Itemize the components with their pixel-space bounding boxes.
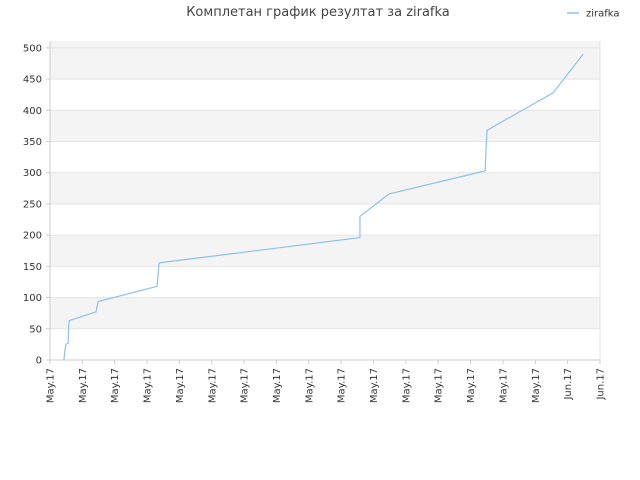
y-tick-label: 150 (23, 262, 42, 273)
x-tick-label: May.17 (337, 368, 348, 403)
x-tick-label: May.17 (143, 368, 154, 403)
x-tick-label: May.17 (304, 368, 315, 403)
legend-label: zirafka (586, 9, 620, 20)
x-tick-label: May.17 (401, 368, 412, 403)
y-tick-label: 500 (23, 43, 42, 54)
grid-band (50, 266, 600, 298)
x-tick-label: Jun.17 (563, 368, 574, 401)
x-tick-label: Jun.17 (596, 368, 607, 401)
series-line (63, 53, 584, 361)
y-tick-label: 350 (23, 137, 42, 148)
y-tick-label: 400 (23, 106, 42, 117)
x-tick-label: May.17 (498, 368, 509, 403)
y-tick-label: 100 (23, 293, 42, 304)
x-tick-label: May.17 (46, 368, 57, 403)
grid-band (50, 141, 600, 173)
grid-band (50, 203, 600, 236)
grid-band (50, 328, 600, 360)
x-tick-label: May.17 (78, 368, 89, 403)
y-tick-label: 50 (29, 324, 42, 335)
x-tick-label: May.17 (207, 368, 218, 403)
y-tick-label: 0 (36, 356, 42, 367)
y-tick-label: 450 (23, 75, 42, 86)
grid-band (50, 79, 600, 111)
y-tick-label: 300 (23, 168, 42, 179)
y-tick-label: 250 (23, 199, 42, 210)
x-tick-label: May.17 (434, 368, 445, 403)
x-tick-label: May.17 (272, 368, 283, 403)
x-tick-label: May.17 (369, 368, 380, 403)
x-tick-label: May.17 (466, 368, 477, 403)
x-tick-label: May.17 (240, 368, 251, 403)
x-tick-label: May.17 (110, 368, 121, 403)
x-tick-label: May.17 (531, 368, 542, 403)
y-tick-label: 200 (23, 231, 42, 242)
x-tick-label: May.17 (175, 368, 186, 403)
chart-title: Комплетан график резултат за zirafka (186, 5, 450, 20)
